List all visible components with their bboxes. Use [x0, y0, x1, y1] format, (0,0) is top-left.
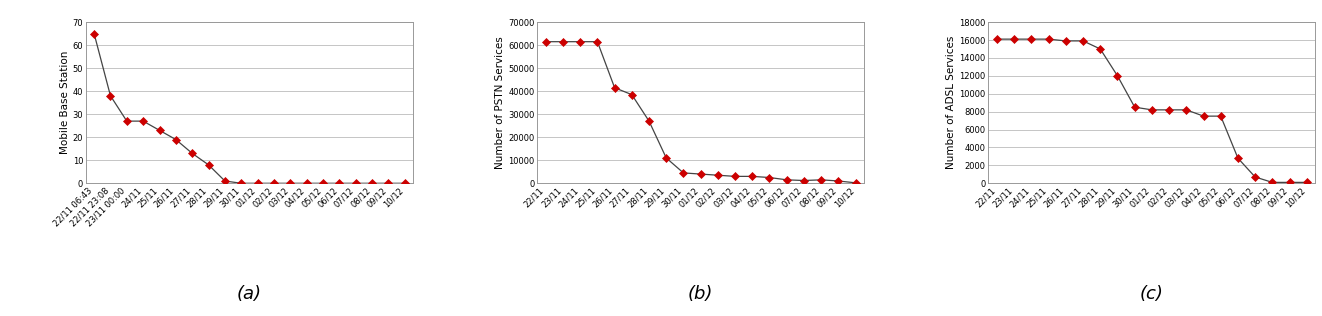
Y-axis label: Mobile Base Station: Mobile Base Station — [59, 51, 70, 155]
Y-axis label: Number of PSTN Services: Number of PSTN Services — [496, 36, 505, 169]
Text: (c): (c) — [1140, 285, 1163, 303]
Text: (b): (b) — [687, 285, 714, 303]
Text: (a): (a) — [237, 285, 262, 303]
Y-axis label: Number of ADSL Services: Number of ADSL Services — [947, 36, 957, 169]
